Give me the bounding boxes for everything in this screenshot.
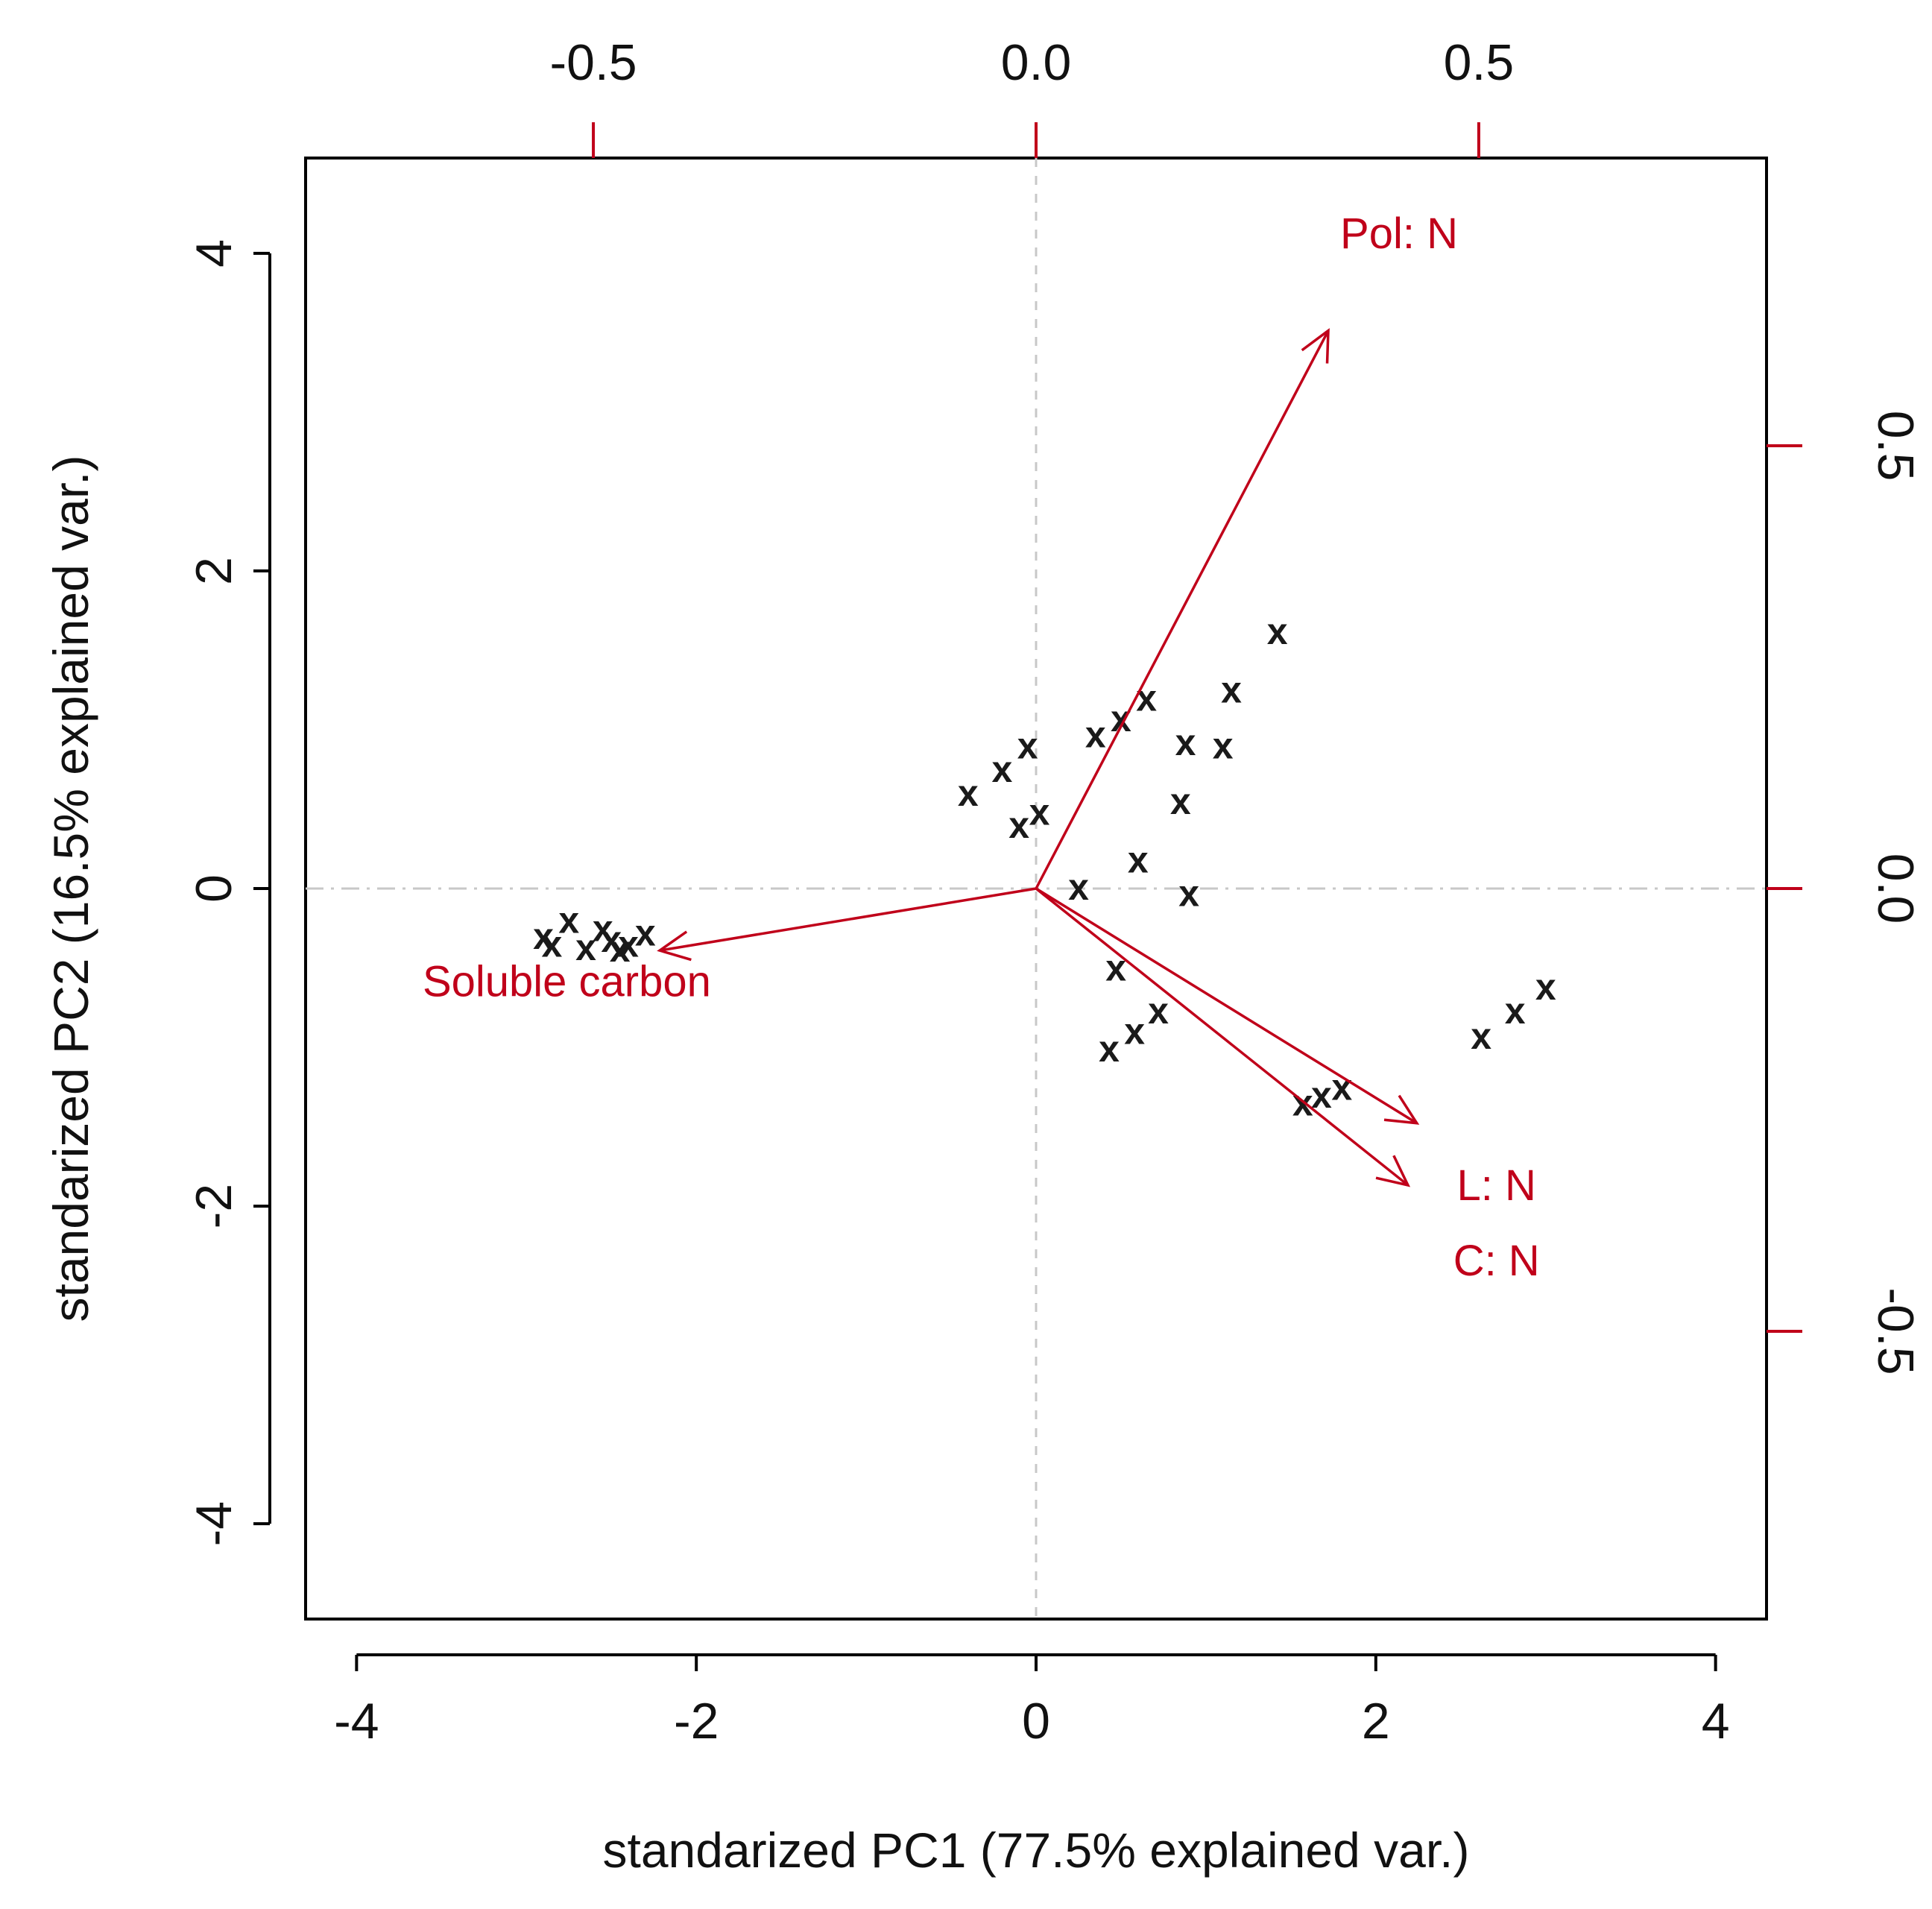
score-point: x <box>1124 1011 1145 1053</box>
y-tick-label: 0 <box>186 874 242 903</box>
score-point: x <box>1471 1015 1491 1057</box>
x-axis-bottom: -4 -2 0 2 4 <box>334 1653 1730 1749</box>
y-axis-label: standarized PC2 (16.5% explained var.) <box>43 455 98 1322</box>
loading-arrow-head <box>1383 1094 1420 1125</box>
loading-label: Soluble carbon <box>423 958 711 1006</box>
score-point: x <box>575 927 596 968</box>
right-tick-label: 0.5 <box>1867 411 1924 482</box>
x-tick-label: 0 <box>1022 1693 1050 1749</box>
score-point: x <box>1111 698 1131 739</box>
score-point: x <box>1311 1074 1332 1116</box>
score-point: x <box>1175 722 1196 763</box>
score-point: x <box>1099 1028 1120 1070</box>
x-axis-top-loadings: -0.5 0.0 0.5 <box>549 34 1514 158</box>
x-tick-label: 4 <box>1702 1693 1730 1749</box>
score-point: x <box>1105 947 1126 989</box>
y-axis-right-loadings: -0.5 0.0 0.5 <box>1767 411 1924 1375</box>
score-point: x <box>1505 990 1526 1032</box>
y-tick-label: -2 <box>186 1184 242 1228</box>
loading-arrow-shaft <box>1035 887 1409 1187</box>
score-point: x <box>601 918 622 960</box>
x-axis-label: standarized PC1 (77.5% explained var.) <box>603 1823 1470 1878</box>
loading-label: L: N <box>1457 1161 1536 1210</box>
x-tick-label: -2 <box>674 1693 719 1749</box>
score-point: x <box>1267 610 1288 652</box>
score-point: x <box>992 748 1013 790</box>
score-point: x <box>618 924 639 965</box>
loading-arrow-shaft <box>1035 887 1418 1125</box>
loading-arrow-head <box>1301 328 1330 364</box>
score-point: x <box>958 772 979 814</box>
top-tick-label: 0.0 <box>1001 34 1072 91</box>
loading-label: Pol: N <box>1340 209 1458 258</box>
right-tick-label: -0.5 <box>1867 1287 1924 1375</box>
score-point: x <box>1085 713 1106 755</box>
x-tick-label: 2 <box>1362 1693 1390 1749</box>
score-point: x <box>1128 839 1149 881</box>
score-point: x <box>610 928 631 970</box>
loading-arrow-head <box>1375 1155 1411 1187</box>
loading-arrows: Pol: N Soluble carbon L: N C: N <box>423 209 1540 1285</box>
x-tick-label: -4 <box>334 1693 379 1749</box>
score-point: x <box>1535 966 1556 1008</box>
score-point: x <box>542 924 563 965</box>
score-point: x <box>1008 804 1029 846</box>
y-tick-label: 2 <box>186 557 242 585</box>
score-point: x <box>1221 669 1242 711</box>
score-point: x <box>1136 677 1157 719</box>
top-tick-label: -0.5 <box>549 34 637 91</box>
top-tick-label: 0.5 <box>1444 34 1515 91</box>
score-point: x <box>1213 725 1234 766</box>
y-axis-left: -4 -2 0 2 4 <box>186 239 271 1546</box>
score-point: x <box>1029 792 1050 833</box>
score-point: x <box>533 915 554 957</box>
y-tick-label: 4 <box>186 239 242 268</box>
loading-arrow-shaft <box>1035 329 1330 889</box>
score-point: x <box>558 900 579 941</box>
score-point: x <box>1170 780 1191 822</box>
score-point: x <box>635 912 656 954</box>
score-point: x <box>1017 725 1038 766</box>
score-point: x <box>1148 990 1169 1032</box>
loading-arrow-head <box>657 930 692 962</box>
score-point: x <box>593 907 613 949</box>
right-tick-label: 0.0 <box>1867 853 1924 924</box>
score-point: x <box>1068 866 1089 908</box>
y-tick-label: -4 <box>186 1501 242 1546</box>
loading-label: C: N <box>1453 1237 1540 1285</box>
loading-arrow-shaft <box>659 887 1037 952</box>
score-point: x <box>1178 872 1199 914</box>
